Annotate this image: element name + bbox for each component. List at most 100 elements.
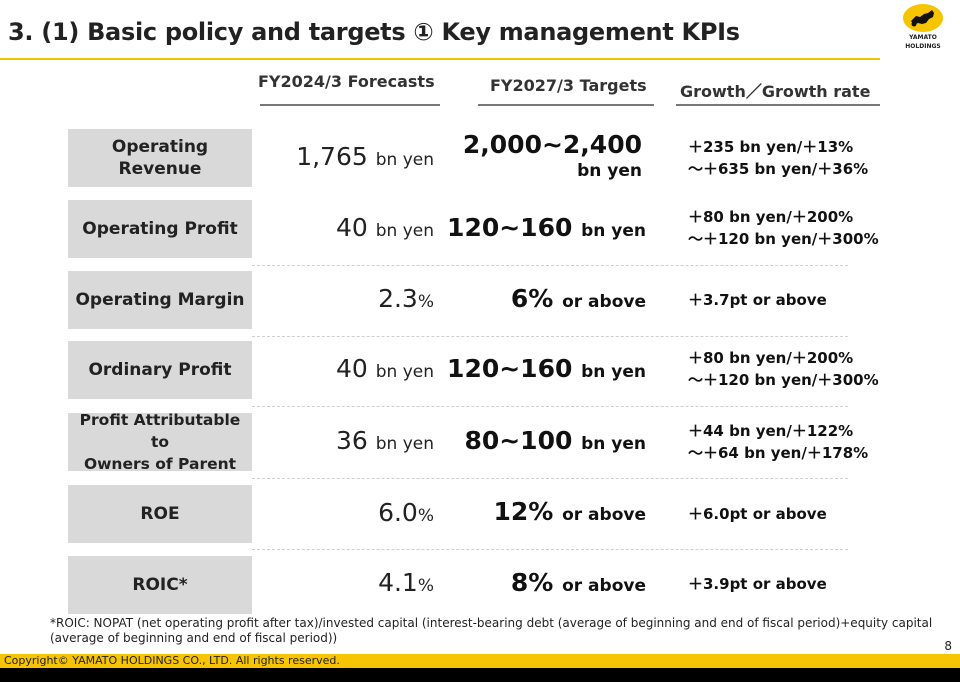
forecast-value: 40 [335, 213, 368, 242]
growth-operating-margin: ＋3.7pt or above [688, 289, 827, 311]
row-label-roe: ROE [68, 485, 252, 543]
row-label-profit-attributable: Profit Attributable to Owners of Parent [68, 411, 252, 473]
growth-line: ＋3.7pt or above [688, 291, 827, 309]
row-label-text: ROE [140, 504, 180, 524]
target-value: 80~100 [464, 426, 573, 455]
column-header-target: FY2027/3 Targets [490, 76, 647, 95]
row-divider [252, 336, 848, 337]
growth-profit-attributable: ＋44 bn yen/＋122% ～＋64 bn yen/＋178% [688, 420, 868, 464]
growth-line: ～＋120 bn yen/＋300% [688, 230, 879, 248]
forecast-unit: bn yen [375, 434, 434, 454]
row-label-text: ROIC* [132, 575, 188, 595]
row-label-roic: ROIC* [68, 556, 252, 614]
target-unit: bn yen [581, 434, 646, 454]
row-label-line: Profit Attributable to [79, 411, 241, 451]
title-underline [0, 58, 880, 60]
row-label-operating-profit: Operating Profit [68, 200, 252, 258]
footnote-line: (average of beginning and end of fiscal … [50, 631, 338, 645]
forecast-unit: % [417, 506, 434, 526]
growth-line: ＋44 bn yen/＋122% [688, 422, 854, 440]
forecast-unit: bn yen [375, 221, 434, 241]
forecast-value: 36 [335, 426, 368, 455]
forecast-operating-margin: 2.3% [260, 284, 434, 313]
forecast-roe: 6.0% [260, 498, 434, 527]
logo-text-2: HOLDINGS [905, 43, 941, 50]
target-roic: 8% or above [440, 568, 646, 597]
growth-line: ～＋635 bn yen/＋36% [688, 160, 869, 178]
footnote: *ROIC: NOPAT (net operating profit after… [50, 616, 940, 646]
target-value: 8% [510, 568, 554, 597]
logo-text-1: YAMATO [909, 34, 937, 41]
forecast-unit: bn yen [375, 150, 434, 170]
target-value: 120~160 [447, 354, 573, 383]
forecast-operating-revenue: 1,765 bn yen [260, 142, 434, 171]
row-label-line: Operating [111, 137, 209, 157]
forecast-unit: % [417, 292, 434, 312]
forecast-value: 6.0 [378, 498, 418, 527]
target-value: 2,000~2,400 [462, 130, 642, 159]
column-header-forecast: FY2024/3 Forecasts [258, 72, 435, 91]
target-value: 12% [493, 497, 554, 526]
row-label-operating-revenue: Operating Revenue [68, 129, 252, 187]
growth-operating-revenue: ＋235 bn yen/＋13% ～＋635 bn yen/＋36% [688, 136, 868, 180]
growth-line: ＋235 bn yen/＋13% [688, 138, 854, 156]
growth-line: ～＋120 bn yen/＋300% [688, 371, 879, 389]
forecast-roic: 4.1% [260, 568, 434, 597]
target-operating-revenue: 2,000~2,400 bn yen [440, 132, 646, 184]
row-divider [252, 265, 848, 266]
row-divider [252, 549, 848, 550]
target-unit: bn yen [581, 362, 646, 382]
growth-line: ＋80 bn yen/＋200% [688, 349, 854, 367]
row-label-text: Operating Margin [75, 290, 245, 310]
growth-line: ＋80 bn yen/＋200% [688, 208, 854, 226]
target-roe: 12% or above [440, 497, 646, 526]
footer-black-band [0, 668, 960, 682]
footer-bar: Copyright© YAMATO HOLDINGS CO., LTD. All… [0, 654, 960, 668]
yamato-logo: YAMATO HOLDINGS [898, 4, 948, 56]
column-rule-forecast [260, 104, 440, 106]
row-label-line: Owners of Parent [83, 455, 237, 473]
target-operating-margin: 6% or above [440, 284, 646, 313]
target-unit: bn yen [581, 221, 646, 241]
growth-line: ～＋64 bn yen/＋178% [688, 444, 869, 462]
forecast-profit-attributable: 36 bn yen [260, 426, 434, 455]
row-divider [252, 478, 848, 479]
target-ordinary-profit: 120~160 bn yen [440, 354, 646, 383]
cat-logo-icon [903, 4, 943, 32]
copyright-text: Copyright© YAMATO HOLDINGS CO., LTD. All… [4, 654, 340, 667]
target-unit: or above [562, 292, 646, 312]
page-number: 8 [944, 639, 952, 653]
forecast-unit: bn yen [375, 362, 434, 382]
page-title: 3. (1) Basic policy and targets ① Key ma… [8, 18, 740, 46]
target-profit-attributable: 80~100 bn yen [440, 426, 646, 455]
forecast-value: 2.3 [378, 284, 418, 313]
forecast-unit: % [417, 576, 434, 596]
target-unit: bn yen [577, 161, 642, 181]
target-value: 120~160 [447, 213, 573, 242]
column-rule-growth [676, 104, 880, 106]
growth-roe: ＋6.0pt or above [688, 503, 827, 525]
forecast-value: 40 [335, 354, 368, 383]
row-label-operating-margin: Operating Margin [68, 271, 252, 329]
growth-operating-profit: ＋80 bn yen/＋200% ～＋120 bn yen/＋300% [688, 206, 879, 250]
forecast-value: 1,765 [296, 142, 368, 171]
row-label-text: Operating Profit [82, 219, 238, 239]
target-unit: or above [562, 505, 646, 525]
row-label-line: Revenue [118, 159, 202, 179]
target-operating-profit: 120~160 bn yen [440, 213, 646, 242]
forecast-value: 4.1 [378, 568, 418, 597]
row-divider [252, 406, 848, 407]
growth-line: ＋3.9pt or above [688, 575, 827, 593]
forecast-ordinary-profit: 40 bn yen [260, 354, 434, 383]
growth-roic: ＋3.9pt or above [688, 573, 827, 595]
growth-ordinary-profit: ＋80 bn yen/＋200% ～＋120 bn yen/＋300% [688, 347, 879, 391]
column-header-growth: Growth／Growth rate [680, 82, 871, 101]
target-unit: or above [562, 576, 646, 596]
column-rule-target [478, 104, 654, 106]
target-value: 6% [510, 284, 554, 313]
forecast-operating-profit: 40 bn yen [260, 213, 434, 242]
growth-line: ＋6.0pt or above [688, 505, 827, 523]
row-label-text: Ordinary Profit [88, 360, 232, 380]
row-label-ordinary-profit: Ordinary Profit [68, 341, 252, 399]
footnote-line: *ROIC: NOPAT (net operating profit after… [50, 616, 933, 630]
